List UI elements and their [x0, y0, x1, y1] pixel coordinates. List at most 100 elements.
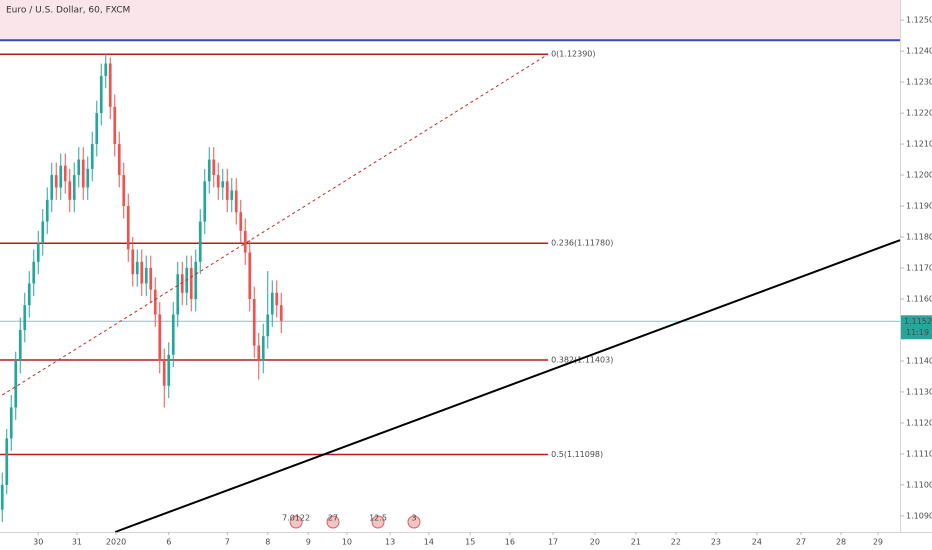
- candle-body: [153, 289, 157, 315]
- y-tick-label: 1.11700: [906, 264, 932, 273]
- candle-body: [99, 75, 103, 114]
- x-tick-label: 17: [548, 538, 558, 547]
- candle-body: [63, 165, 67, 182]
- candle-body: [149, 268, 153, 290]
- x-tick-label: 22: [671, 538, 681, 547]
- candle-body: [176, 274, 180, 315]
- candle-body: [252, 298, 256, 346]
- candle-body: [216, 175, 220, 188]
- y-tick-label: 1.11600: [906, 294, 932, 303]
- x-tick-label: 16: [505, 538, 515, 547]
- x-tick-label: 7: [225, 538, 230, 547]
- y-tick-label: 1.12100: [906, 140, 932, 149]
- fib-level-label: 0.382(1.11403): [551, 356, 613, 365]
- event-label: 7.0122: [282, 514, 310, 523]
- candle-body: [72, 175, 76, 200]
- candle-body: [68, 181, 72, 200]
- x-tick-label: 15: [465, 538, 475, 547]
- candle-body: [104, 63, 108, 76]
- candle-body: [243, 230, 247, 253]
- y-tick-label: 1.11900: [906, 202, 932, 211]
- candle-body: [221, 181, 225, 188]
- y-tick-label: 1.11000: [906, 480, 932, 489]
- candle-body: [122, 175, 126, 207]
- candle-body: [140, 261, 144, 284]
- event-label: 27: [328, 514, 338, 523]
- y-tick-label: 1.11400: [906, 356, 932, 365]
- candle-body: [86, 168, 90, 188]
- last-price-tag: [901, 315, 932, 340]
- candle-body: [167, 354, 171, 386]
- y-tick-label: 1.12500: [906, 16, 932, 25]
- y-tick-label: 1.12200: [906, 109, 932, 118]
- candle-body: [207, 159, 211, 182]
- candle-body: [270, 292, 274, 315]
- x-tick-label: 14: [424, 538, 434, 547]
- event-icon[interactable]: [407, 515, 421, 529]
- candle-body: [234, 190, 238, 213]
- candle-body: [113, 106, 117, 145]
- event-label: 12.5: [369, 514, 387, 523]
- candle-body: [212, 159, 216, 176]
- candle-body: [27, 283, 31, 306]
- candle-body: [135, 261, 139, 275]
- candle-body: [158, 314, 162, 361]
- y-tick-label: 1.11300: [906, 387, 932, 396]
- candle-body: [117, 144, 121, 176]
- candle-body: [32, 261, 36, 284]
- y-tick-label: 1.11100: [906, 449, 932, 458]
- candle-body: [23, 305, 27, 330]
- candle-body: [45, 199, 49, 222]
- x-tick-label: 20: [590, 538, 600, 547]
- candle-body: [108, 63, 112, 107]
- x-tick-label: 30: [33, 538, 43, 547]
- candle-body: [95, 113, 99, 145]
- candle-body: [248, 252, 252, 299]
- trend-line: [114, 239, 901, 533]
- candle-body: [239, 212, 243, 231]
- candle-body: [5, 438, 9, 485]
- plot-area: 0(1.12390) 0.236(1.11780) 0.382(1.11403) 0.…: [0, 0, 901, 533]
- event-icon[interactable]: [289, 515, 303, 529]
- candle-body: [14, 360, 18, 408]
- candle-body: [77, 159, 81, 176]
- y-tick-label: 1.10900: [906, 511, 932, 520]
- candle-body: [144, 268, 148, 284]
- candle-body: [275, 292, 279, 306]
- event-icon[interactable]: [326, 515, 340, 529]
- candle-body: [18, 329, 22, 361]
- fib-level-label: 0(1.12390): [551, 50, 595, 59]
- candle-body: [257, 345, 261, 361]
- candle-body: [50, 175, 54, 200]
- candle-body: [261, 336, 265, 361]
- x-tick-label: 2020: [106, 538, 126, 547]
- candle-body: [266, 314, 270, 337]
- candle-body: [0, 484, 4, 510]
- candle-body: [41, 221, 45, 244]
- candle-body: [279, 305, 283, 321]
- candle-body: [9, 407, 13, 439]
- candle-body: [180, 274, 184, 293]
- candle-body: [194, 261, 198, 299]
- fib-level-label: 0.236(1.11780): [551, 239, 613, 248]
- y-tick-label: 1.12000: [906, 171, 932, 180]
- x-tick-label: 21: [631, 538, 641, 547]
- candle-body: [203, 181, 207, 222]
- candle-body: [59, 165, 63, 188]
- candle-body: [54, 175, 58, 188]
- y-tick-label: 1.11800: [906, 233, 932, 242]
- event-label: 3: [411, 514, 416, 523]
- y-tick-label: 1.12300: [906, 78, 932, 87]
- x-tick-label: 24: [752, 538, 762, 547]
- chart-title: Euro / U.S. Dollar, 60, FXCM: [6, 6, 130, 16]
- candle-body: [90, 144, 94, 169]
- candle-body: [162, 360, 166, 386]
- candle-body: [81, 159, 85, 188]
- x-tick-label: 13: [385, 538, 395, 547]
- event-icon[interactable]: [371, 515, 385, 529]
- candle-body: [198, 221, 202, 262]
- candle-body: [171, 314, 175, 355]
- candle-body: [230, 190, 234, 200]
